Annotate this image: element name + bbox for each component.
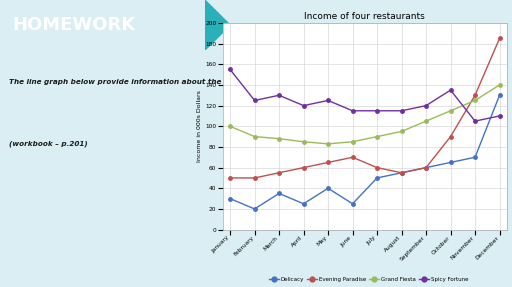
Evening Paradise — [447, 135, 454, 138]
Evening Paradise — [301, 166, 307, 169]
Title: Income of four restaurants: Income of four restaurants — [305, 12, 425, 21]
Evening Paradise — [276, 171, 282, 174]
Text: HOMEWORK: HOMEWORK — [12, 16, 135, 34]
Delicacy — [325, 187, 331, 190]
Legend: Delicacy, Evening Paradise, Grand Fiesta, Spicy Fortune: Delicacy, Evening Paradise, Grand Fiesta… — [267, 275, 471, 284]
Delicacy — [497, 94, 503, 97]
Text: (workbook – p.201): (workbook – p.201) — [9, 140, 88, 147]
Evening Paradise — [227, 176, 233, 180]
Spicy Fortune — [472, 119, 478, 123]
Line: Evening Paradise: Evening Paradise — [228, 37, 501, 180]
Spicy Fortune — [251, 99, 258, 102]
Grand Fiesta — [447, 109, 454, 113]
Line: Grand Fiesta: Grand Fiesta — [228, 83, 501, 146]
Evening Paradise — [472, 94, 478, 97]
Grand Fiesta — [497, 83, 503, 87]
Delicacy — [350, 202, 356, 205]
Spicy Fortune — [374, 109, 380, 113]
Spicy Fortune — [227, 68, 233, 71]
Grand Fiesta — [423, 119, 429, 123]
Grand Fiesta — [398, 130, 404, 133]
Delicacy — [447, 161, 454, 164]
Line: Spicy Fortune: Spicy Fortune — [228, 68, 501, 123]
Grand Fiesta — [472, 99, 478, 102]
Spicy Fortune — [423, 104, 429, 107]
Evening Paradise — [251, 176, 258, 180]
Spicy Fortune — [301, 104, 307, 107]
Grand Fiesta — [227, 125, 233, 128]
Text: The line graph below provide information about the incomes of four restaurants i: The line graph below provide information… — [9, 79, 408, 85]
Evening Paradise — [398, 171, 404, 174]
Evening Paradise — [325, 161, 331, 164]
Evening Paradise — [497, 37, 503, 40]
Spicy Fortune — [398, 109, 404, 113]
Spicy Fortune — [325, 99, 331, 102]
Delicacy — [251, 207, 258, 211]
Grand Fiesta — [325, 142, 331, 146]
Evening Paradise — [350, 156, 356, 159]
Line: Delicacy: Delicacy — [228, 94, 501, 211]
Delicacy — [374, 176, 380, 180]
Delicacy — [472, 156, 478, 159]
Grand Fiesta — [276, 137, 282, 140]
Grand Fiesta — [374, 135, 380, 138]
Spicy Fortune — [350, 109, 356, 113]
Evening Paradise — [423, 166, 429, 169]
Grand Fiesta — [301, 140, 307, 144]
Delicacy — [398, 171, 404, 174]
Spicy Fortune — [276, 94, 282, 97]
Y-axis label: Income in 000s Dollars: Income in 000s Dollars — [198, 90, 202, 162]
Evening Paradise — [374, 166, 380, 169]
Delicacy — [227, 197, 233, 200]
Grand Fiesta — [251, 135, 258, 138]
Spicy Fortune — [447, 88, 454, 92]
Delicacy — [301, 202, 307, 205]
Grand Fiesta — [350, 140, 356, 144]
Spicy Fortune — [497, 114, 503, 118]
Polygon shape — [205, 0, 230, 50]
Delicacy — [423, 166, 429, 169]
Delicacy — [276, 192, 282, 195]
